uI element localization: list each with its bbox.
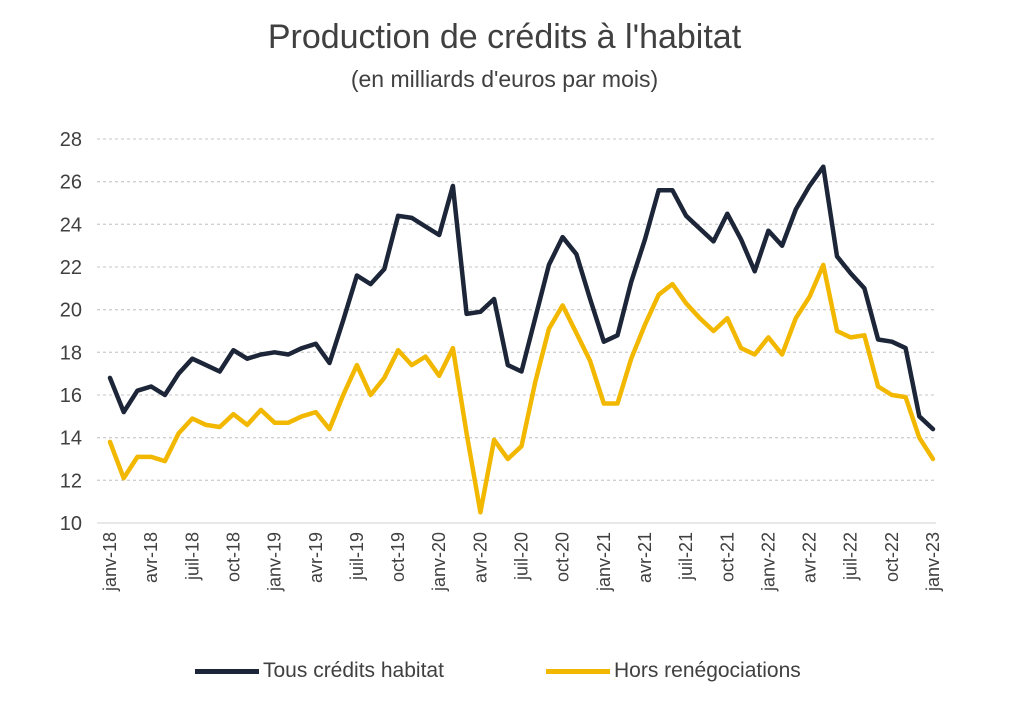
chart-subtitle: (en milliards d'euros par mois): [350, 66, 659, 92]
x-tick-label: avr-21: [635, 532, 655, 583]
x-tick-label: janv-18: [100, 532, 120, 592]
x-tick-label: janv-20: [429, 532, 449, 592]
x-tick-label: juil-19: [347, 532, 367, 581]
x-tick-label: avr-19: [306, 532, 326, 583]
legend: Tous crédits habitat Hors renégociations: [0, 654, 1009, 688]
x-tick-label: avr-18: [141, 532, 161, 583]
series-lines: [107, 164, 936, 515]
legend-label-series-2: Hors renégociations: [614, 659, 801, 682]
series-line-1: [107, 164, 936, 432]
x-tick-label: juil-18: [182, 532, 202, 581]
x-tick-label: avr-20: [470, 532, 490, 583]
legend-item-series-2: Hors renégociations: [546, 654, 801, 688]
series-line-2: [107, 262, 936, 515]
x-tick-label: janv-19: [265, 532, 285, 592]
chart-title: Production de crédits à l'habitat: [267, 18, 742, 56]
y-tick-label: 18: [60, 342, 82, 364]
y-tick-label: 10: [60, 513, 82, 535]
y-tick-label: 16: [60, 385, 82, 407]
x-tick-label: juil-22: [841, 532, 861, 581]
legend-swatch-series-1: [195, 668, 259, 674]
x-tick-label: janv-21: [594, 532, 614, 592]
x-tick-label: oct-21: [717, 532, 737, 582]
y-tick-label: 24: [60, 214, 82, 236]
x-tick-label: oct-18: [223, 532, 243, 582]
y-tick-label: 20: [60, 300, 82, 322]
x-tick-label: oct-20: [553, 532, 573, 582]
legend-label-series-1: Tous crédits habitat: [263, 659, 444, 682]
legend-item-series-1: Tous crédits habitat: [195, 654, 444, 688]
x-tick-label: janv-22: [758, 532, 778, 592]
x-tick-label: avr-22: [800, 532, 820, 583]
y-tick-label: 14: [60, 428, 82, 450]
x-tick-label: juil-21: [676, 532, 696, 581]
x-axis: janv-18 avr-18 juil-18 oct-18 janv-19 avr-19 j…: [97, 522, 943, 592]
legend-swatch-series-2: [546, 668, 610, 674]
gridlines: [97, 138, 936, 481]
y-axis: 10 12 14 16 18 20 22 24 26 28: [60, 129, 82, 535]
y-tick-label: 22: [60, 257, 82, 279]
y-tick-label: 26: [60, 172, 82, 194]
x-tick-label: janv-23: [923, 532, 943, 592]
y-tick-label: 28: [60, 129, 82, 151]
x-tick-label: juil-20: [512, 532, 532, 581]
x-tick-label: oct-22: [882, 532, 902, 582]
y-tick-label: 12: [60, 470, 82, 492]
x-tick-label: oct-19: [388, 532, 408, 582]
